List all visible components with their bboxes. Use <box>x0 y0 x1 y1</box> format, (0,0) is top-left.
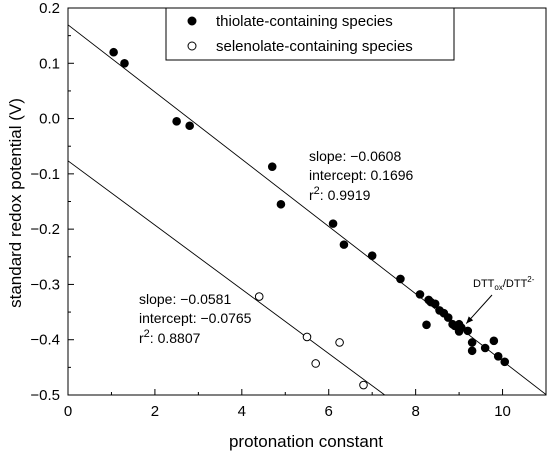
selenolate-data-point <box>311 359 320 368</box>
selenolate-r2-text: r2: 0.8807 <box>139 328 201 346</box>
thiolate-slope-text: slope: −0.0608 <box>309 148 401 164</box>
y-tick-label: −0.5 <box>30 387 60 404</box>
data-points <box>109 47 510 390</box>
selenolate-fit-annotation: slope: −0.0581 intercept: −0.0765 r2: 0.… <box>139 291 252 346</box>
r-letter: r <box>139 330 144 346</box>
y-tick-label: −0.3 <box>30 276 60 293</box>
legend-label-selenolate: selenolate-containing species <box>216 38 413 55</box>
charge-superscript: 2- <box>527 275 534 284</box>
selenolate-intercept-text: intercept: −0.0765 <box>139 310 252 326</box>
thiolate-intercept-text: intercept: 0.1696 <box>309 167 414 183</box>
x-tick-label: 6 <box>325 403 333 420</box>
dtt-text: DTT <box>473 278 495 290</box>
y-tick-label: 0.2 <box>39 0 60 17</box>
thiolate-data-point <box>367 251 377 260</box>
y-tick-label: −0.2 <box>30 221 60 238</box>
thiolate-r2-text: r2: 0.9919 <box>309 185 371 203</box>
selenolate-data-point <box>335 338 344 347</box>
thiolate-fit-annotation: slope: −0.0608 intercept: 0.1696 r2: 0.9… <box>309 148 414 203</box>
legend-box <box>165 7 455 61</box>
thiolate-data-point <box>185 121 194 131</box>
selenolate-fit-line <box>68 160 386 395</box>
selenolate-data-point <box>254 292 264 301</box>
superscript-2: 2 <box>144 328 150 340</box>
y-tick-label: 0.1 <box>39 55 60 72</box>
thiolate-data-point <box>267 162 277 171</box>
legend-label-thiolate: thiolate-containing species <box>216 13 393 30</box>
selenolate-slope-text: slope: −0.0581 <box>139 291 231 307</box>
dtt-callout: DTTox/DTT2- <box>465 275 535 324</box>
thiolate-data-point <box>415 290 425 299</box>
dtt-text-2: /DTT <box>503 278 528 290</box>
y-tick-label: −0.4 <box>30 332 60 349</box>
y-axis-title: standard redox potential (V) <box>6 98 25 308</box>
thiolate-data-point <box>500 357 510 367</box>
thiolate-data-point <box>467 346 477 356</box>
legend: thiolate-containing species selenolate-c… <box>165 7 455 61</box>
thiolate-data-point <box>120 58 129 68</box>
thiolate-data-point <box>489 336 499 346</box>
r-letter: r <box>309 187 314 203</box>
thiolate-data-point <box>422 320 431 330</box>
thiolate-data-point <box>328 219 338 228</box>
x-axis-ticks: 0 2 4 6 8 10 <box>64 389 547 420</box>
thiolate-data-point <box>339 240 349 249</box>
thiolate-data-point <box>463 326 473 336</box>
thiolate-data-point <box>480 343 490 353</box>
x-tick-label: 10 <box>494 403 511 420</box>
thiolate-data-point <box>276 199 286 209</box>
superscript-2: 2 <box>314 185 320 197</box>
legend-marker-thiolate <box>187 16 197 26</box>
r2-value: : 0.9919 <box>320 187 371 203</box>
x-axis-title: protonation constant <box>229 432 383 451</box>
thiolate-data-point <box>430 299 440 309</box>
y-axis-ticks: 0.2 0.1 0.0 −0.1 −0.2 −0.3 −0.4 −0.5 <box>30 0 74 404</box>
x-tick-label: 4 <box>238 403 246 420</box>
thiolate-data-point <box>172 117 181 126</box>
x-tick-label: 2 <box>151 403 159 420</box>
r2-value: : 0.8807 <box>150 330 201 346</box>
ox-subscript: ox <box>494 283 502 292</box>
y-tick-label: −0.1 <box>30 166 60 183</box>
selenolate-data-point <box>359 380 368 390</box>
legend-marker-selenolate <box>187 41 197 51</box>
x-tick-label: 8 <box>411 403 419 420</box>
thiolate-data-point <box>443 313 453 322</box>
dtt-callout-label: DTTox/DTT2- <box>473 275 535 292</box>
x-tick-label: 0 <box>64 403 72 420</box>
thiolate-data-point <box>493 352 503 361</box>
dtt-callout-arrowhead <box>466 316 474 324</box>
thiolate-data-point <box>396 274 405 284</box>
thiolate-data-point <box>467 338 477 347</box>
y-tick-label: 0.0 <box>39 111 60 128</box>
selenolate-data-point <box>302 332 312 342</box>
thiolate-data-point <box>109 47 118 57</box>
